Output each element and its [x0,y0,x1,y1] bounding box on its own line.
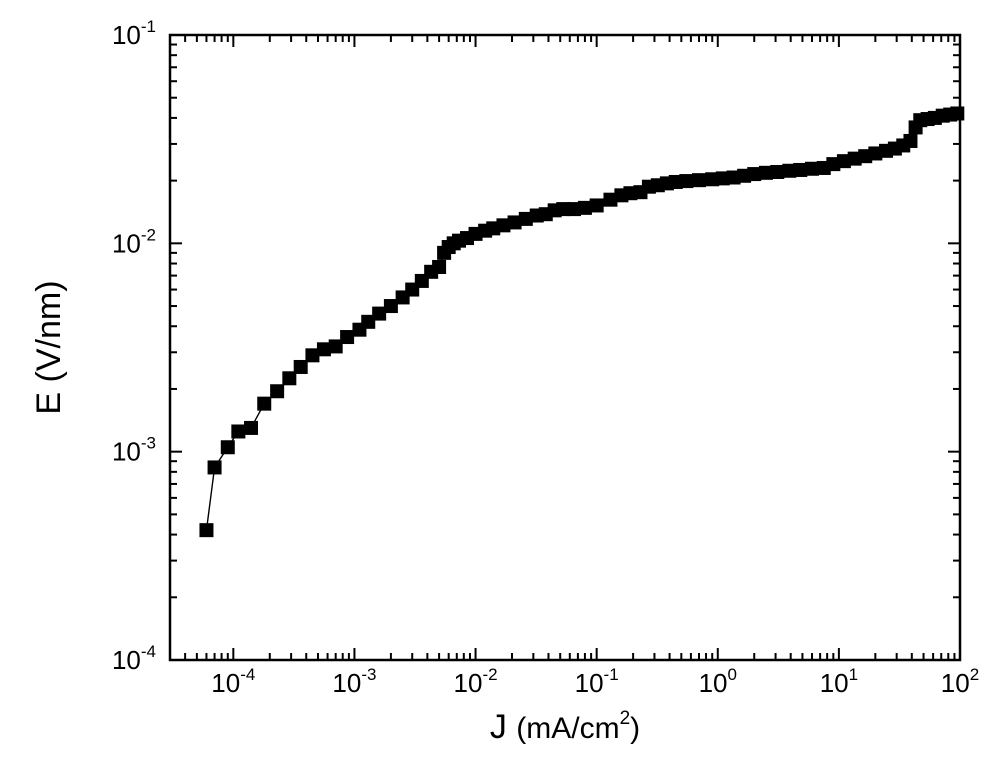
data-marker [341,331,354,344]
data-marker [806,162,819,175]
chart-container: 10-4 10-3 10-2 10-1 100 101 102 10-4 10-3 10-2 10-… [0,0,1000,778]
data-marker [294,360,307,373]
data-marker [271,385,284,398]
x-tick-label: 10-3 [332,665,376,698]
x-tick-label: 10-1 [575,665,619,698]
x-axis-label: J (mA/cm2) [490,708,640,746]
y-tick-label: 10-4 [112,642,156,675]
y-tick-label: 10-3 [112,434,156,467]
data-marker [232,425,245,438]
loglog-chart: 10-4 10-3 10-2 10-1 100 101 102 10-4 10-3 10-2 10-… [0,0,1000,778]
y-tick-label: 10-1 [112,17,156,50]
data-marker [590,199,603,212]
data-marker [208,461,221,474]
data-marker [221,441,234,454]
data-marker [680,175,693,188]
x-tick-label: 102 [941,665,979,698]
data-marker [771,165,784,178]
y-axis-label: E (V/nm) [30,280,68,414]
data-marker [373,307,386,320]
x-tick-label: 10-2 [454,665,498,698]
data-marker [794,163,807,176]
data-marker [245,421,258,434]
data-marker [578,201,591,214]
x-tick-label: 10-4 [211,665,255,698]
y-tick-label: 10-2 [112,225,156,258]
data-marker [384,300,397,313]
x-tick-label: 100 [699,665,737,698]
data-marker [748,168,761,181]
data-marker [317,343,330,356]
data-marker [258,397,271,410]
data-marker [200,524,213,537]
data-marker [433,260,446,273]
data-marker [904,134,917,147]
x-tick-label: 101 [820,665,858,698]
data-marker [951,107,964,120]
data-marker [693,174,706,187]
